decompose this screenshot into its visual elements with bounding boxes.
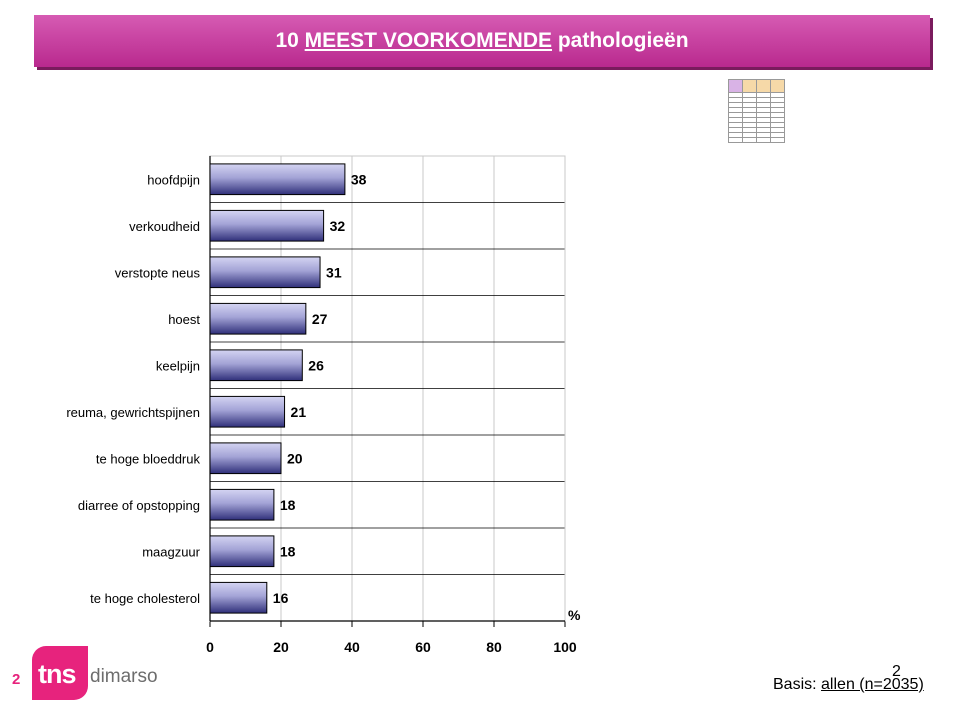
category-label: te hoge bloeddruk	[96, 451, 201, 466]
basis-value: allen (n=2035)	[821, 676, 924, 693]
bar-value-label: 27	[312, 311, 328, 327]
x-tick-label: 60	[415, 639, 431, 655]
bar-value-label: 18	[280, 543, 296, 559]
category-label: verkoudheid	[129, 219, 200, 234]
bar-value-label: 18	[280, 497, 296, 513]
title-suffix: pathologieën	[557, 29, 689, 52]
category-label: verstopte neus	[115, 265, 201, 280]
bar-value-label: 38	[351, 171, 367, 187]
basis-label: Basis:	[773, 676, 817, 693]
bar-value-label: 32	[330, 218, 346, 234]
bar-value-label: 16	[273, 590, 289, 606]
tns-dimarso-logo: tns dimarso	[32, 646, 174, 700]
title-emphasis: MEEST VOORKOMENDE	[304, 29, 553, 52]
bar-value-label: 31	[326, 264, 342, 280]
x-tick-label: 100	[553, 639, 577, 655]
logo-dimarso-text: dimarso	[90, 666, 158, 687]
page-number: 2	[12, 671, 21, 688]
bar-value-label: 20	[287, 450, 303, 466]
overlay-number: 2	[892, 663, 901, 680]
category-label: reuma, gewrichtspijnen	[66, 405, 200, 420]
x-tick-label: 80	[486, 639, 502, 655]
bar	[209, 209, 325, 242]
x-tick-label: 0	[206, 639, 214, 655]
bar	[209, 256, 321, 289]
title-prefix: 10	[275, 29, 299, 52]
category-label: hoofdpijn	[147, 172, 200, 187]
unit-label: %	[568, 607, 581, 623]
logo-tns-text: tns	[38, 659, 76, 689]
page-title: 10 MEEST VOORKOMENDE pathologieën	[275, 29, 688, 53]
category-label: maagzuur	[142, 544, 200, 559]
bar	[209, 442, 282, 475]
title-bar: 10 MEEST VOORKOMENDE pathologieën	[34, 15, 930, 67]
bar-value-label: 21	[291, 404, 307, 420]
bar	[209, 535, 275, 568]
logo-box	[32, 646, 88, 700]
bar	[209, 395, 286, 428]
category-label: keelpijn	[156, 358, 200, 373]
basis-note: Basis: allen (n=2035)	[773, 676, 924, 694]
category-label: hoest	[168, 312, 200, 327]
bar-value-label: 26	[308, 357, 324, 373]
bar	[209, 302, 307, 335]
bar	[209, 163, 346, 196]
bar	[209, 488, 275, 521]
embedded-datasheet-icon	[728, 79, 785, 143]
bar	[209, 581, 268, 614]
x-tick-label: 20	[273, 639, 289, 655]
category-label: te hoge cholesterol	[90, 591, 200, 606]
bar	[209, 349, 303, 382]
x-tick-label: 40	[344, 639, 360, 655]
category-label: diarree of opstopping	[78, 498, 200, 513]
